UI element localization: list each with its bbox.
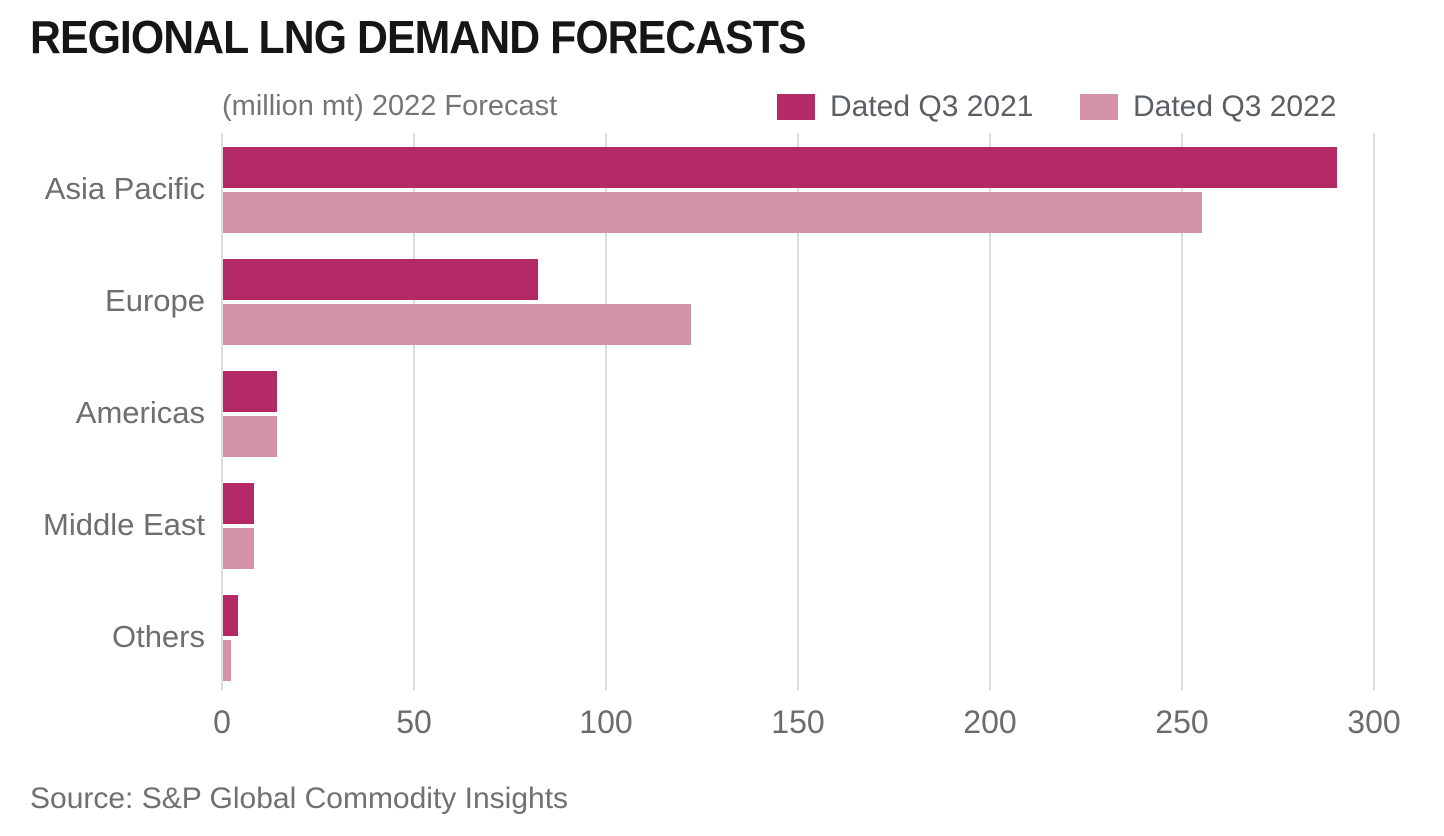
category-label-americas: Americas <box>75 395 205 430</box>
legend-swatch-q3-2021 <box>777 94 815 120</box>
legend-label-q3-2021: Dated Q3 2021 <box>830 90 1034 123</box>
bar-dated-q3-2022-others <box>223 640 231 681</box>
bar-dated-q3-2021-americas <box>223 371 277 412</box>
source-note: Source: S&P Global Commodity Insights <box>30 782 569 815</box>
gridline-250 <box>1181 133 1183 690</box>
x-tick-label-200: 200 <box>963 704 1017 740</box>
bar-dated-q3-2022-americas <box>223 416 277 457</box>
gridline-200 <box>989 133 991 690</box>
x-tick-label-150: 150 <box>771 704 825 740</box>
x-tick-label-0: 0 <box>213 704 231 740</box>
gridline-0 <box>221 133 223 690</box>
bar-dated-q3-2021-others <box>223 595 239 636</box>
category-label-asia-pacific: Asia Pacific <box>44 171 205 206</box>
x-tick-label-250: 250 <box>1155 704 1209 740</box>
legend: Dated Q3 2021 Dated Q3 2022 <box>0 90 1444 126</box>
category-label-europe: Europe <box>105 283 205 318</box>
category-label-middle-east: Middle East <box>43 507 205 542</box>
bar-dated-q3-2021-asia-pacific <box>223 147 1337 188</box>
bar-dated-q3-2022-europe <box>223 304 692 345</box>
chart-title: REGIONAL LNG DEMAND FORECASTS <box>30 11 807 63</box>
x-tick-label-100: 100 <box>579 704 633 740</box>
legend-label-q3-2022: Dated Q3 2022 <box>1133 90 1337 123</box>
chart-subtitle: (million mt) 2022 Forecast <box>222 90 558 122</box>
gridline-150 <box>797 133 799 690</box>
gridline-100 <box>605 133 607 690</box>
bar-dated-q3-2022-middle-east <box>223 528 254 569</box>
bar-dated-q3-2021-europe <box>223 259 538 300</box>
bar-dated-q3-2021-middle-east <box>223 483 254 524</box>
x-tick-label-300: 300 <box>1347 704 1401 740</box>
category-label-others: Others <box>111 619 205 654</box>
gridline-50 <box>413 133 415 690</box>
bar-dated-q3-2022-asia-pacific <box>223 192 1203 233</box>
x-tick-label-50: 50 <box>396 704 432 740</box>
legend-swatch-q3-2022 <box>1080 94 1118 120</box>
legend-item-q3-2021: Dated Q3 2021 <box>777 90 1033 124</box>
gridline-300 <box>1373 133 1375 690</box>
legend-item-q3-2022: Dated Q3 2022 <box>1080 90 1336 124</box>
